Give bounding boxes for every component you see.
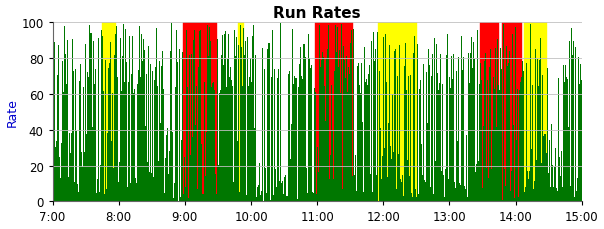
Bar [315,23,352,202]
Title: Run Rates: Run Rates [273,5,361,20]
Bar [378,23,416,202]
Bar [102,23,115,202]
Y-axis label: Rate: Rate [5,98,19,127]
Bar [238,23,243,202]
Bar [503,23,521,202]
Bar [480,23,498,202]
Bar [524,23,547,202]
Bar [182,23,216,202]
